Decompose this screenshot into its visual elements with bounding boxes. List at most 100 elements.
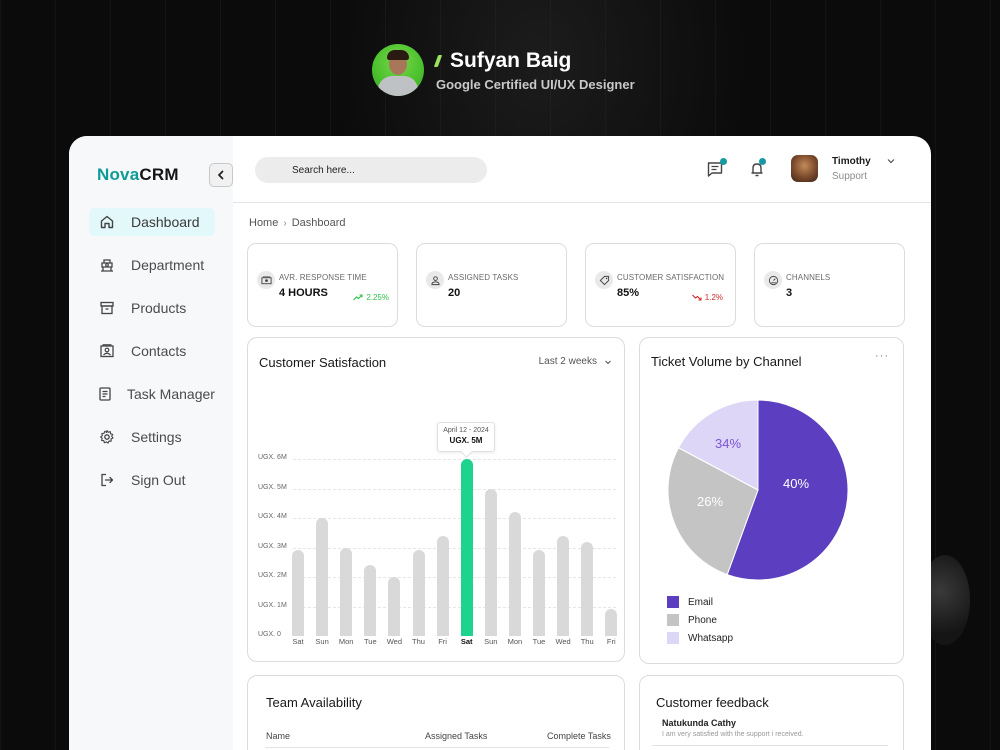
feedback-divider <box>652 745 888 746</box>
chart-bar[interactable] <box>484 488 497 636</box>
tooltip-value: UGX. 5M <box>449 436 483 445</box>
pie-slice-phone[interactable] <box>667 447 759 576</box>
legend-swatch <box>667 614 679 626</box>
app-logo: NovaCRM <box>97 165 179 185</box>
stat-value: 85% <box>617 287 640 299</box>
stat-card-response-time: AVR. RESPONSE TIME 4 HOURS 2.25% <box>247 243 398 327</box>
y-axis-tick: UGX. 2M <box>258 572 287 579</box>
chart-bar[interactable] <box>533 550 545 636</box>
contact-card-icon <box>99 343 115 359</box>
messages-button[interactable] <box>706 158 727 180</box>
archive-box-icon <box>99 300 115 316</box>
column-header-name: Name <box>266 731 291 741</box>
x-axis-tick: Fri <box>438 637 447 646</box>
chart-bar[interactable] <box>340 547 353 636</box>
user-avatar[interactable] <box>791 155 818 182</box>
breadcrumb-home[interactable]: Home <box>249 217 279 229</box>
pie-slice-whatsapp[interactable] <box>677 399 759 491</box>
building-icon <box>99 257 115 273</box>
chart-bar[interactable] <box>316 518 329 636</box>
y-axis-tick: UGX. 5M <box>258 483 287 491</box>
sidebar-item-label: Settings <box>131 429 182 445</box>
stat-label: CUSTOMER SATISFACTION <box>617 273 725 282</box>
chart-bar[interactable] <box>460 459 473 636</box>
y-axis-tick: UGX. 6M <box>258 454 287 461</box>
chart-bar[interactable] <box>581 541 594 636</box>
author-header: Sufyan Baig Google Certified UI/UX Desig… <box>372 44 635 96</box>
sign-out-icon <box>99 472 115 488</box>
date-range-value: Last 2 weeks <box>538 356 597 367</box>
logo-prefix: Nova <box>97 165 140 184</box>
legend-item-whatsapp: Whatsapp <box>667 629 733 647</box>
chart-bar[interactable] <box>364 565 377 636</box>
sidebar-item-contacts[interactable]: Contacts <box>89 337 215 365</box>
sidebar-item-sign-out[interactable]: Sign Out <box>89 466 215 494</box>
user-name: Timothy <box>832 156 871 167</box>
x-axis-tick: Tue <box>532 637 546 646</box>
chevron-down-icon <box>605 360 611 364</box>
chart-bar[interactable] <box>436 535 449 636</box>
gridline <box>293 547 616 549</box>
date-range-dropdown[interactable]: Last 2 weeks <box>539 356 612 367</box>
x-axis-tick: Wed <box>386 637 403 646</box>
message-icon <box>707 162 723 177</box>
sidebar: NovaCRM Dashboard Department <box>69 136 233 750</box>
chart-bar[interactable] <box>508 512 521 636</box>
clipboard-list-icon <box>97 386 113 402</box>
x-axis-tick: Fri <box>606 637 616 646</box>
y-axis-tick: UGX. 0 <box>258 631 281 638</box>
stat-label: AVR. RESPONSE TIME <box>279 273 367 282</box>
gear-icon <box>99 429 115 445</box>
legend-label: Whatsapp <box>688 632 734 644</box>
collapse-sidebar-button[interactable] <box>209 163 233 187</box>
y-axis-tick: UGX. 3M <box>258 542 287 550</box>
y-axis-tick: UGX. 1M <box>258 601 287 609</box>
chart-bar[interactable] <box>388 577 401 636</box>
team-availability-card: Team Availability Name Assigned Tasks Co… <box>247 675 625 750</box>
x-axis-tick: Tue <box>363 637 377 646</box>
legend-swatch <box>667 632 679 644</box>
ticket-volume-card: Ticket Volume by Channel ··· 40% 26% 34% E… <box>639 337 904 664</box>
gridline <box>293 606 616 608</box>
slash-accent-icon <box>433 54 443 67</box>
stat-card-assigned-tasks: ASSIGNED TASKS 20 <box>416 243 567 327</box>
table-divider <box>265 747 609 748</box>
breadcrumb-separator: › <box>283 217 287 229</box>
pie-slice-label: 34% <box>715 436 741 451</box>
author-name-text: Sufyan Baig <box>450 48 572 72</box>
tag-icon <box>595 271 613 289</box>
pie-slice-email[interactable] <box>726 399 849 581</box>
sidebar-item-dashboard[interactable]: Dashboard <box>89 208 215 236</box>
sidebar-item-products[interactable]: Products <box>89 294 215 322</box>
chart-bar[interactable] <box>292 550 304 636</box>
trend-up-icon <box>353 294 363 301</box>
sidebar-item-task-manager[interactable]: Task Manager <box>89 380 215 408</box>
notifications-button[interactable] <box>748 158 768 180</box>
legend-swatch <box>667 596 679 608</box>
search-input[interactable] <box>255 157 487 183</box>
x-axis-tick: Mon <box>338 637 354 646</box>
sidebar-item-settings[interactable]: Settings <box>89 423 215 451</box>
user-role: Support <box>832 171 868 182</box>
gridline <box>293 488 616 490</box>
chart-bar[interactable] <box>605 609 618 636</box>
bell-icon <box>751 163 763 177</box>
y-axis-tick: UGX. 4M <box>258 513 287 520</box>
x-axis-tick: Sat <box>460 637 473 646</box>
sidebar-item-department[interactable]: Department <box>89 251 215 279</box>
more-options-icon[interactable]: ··· <box>875 350 889 362</box>
author-avatar <box>372 44 424 96</box>
sidebar-item-label: Department <box>131 257 205 273</box>
chart-bar[interactable] <box>557 535 570 636</box>
legend-label: Email <box>688 596 714 608</box>
legend-item-email: Email <box>667 593 733 611</box>
breadcrumb: Home › Dashboard <box>249 217 346 229</box>
sidebar-item-label: Task Manager <box>127 386 215 402</box>
logo-suffix: CRM <box>139 165 179 184</box>
stat-value: 3 <box>786 287 793 299</box>
money-icon <box>257 271 275 289</box>
message-unread-dot <box>720 158 727 165</box>
chart-bar[interactable] <box>412 550 425 636</box>
chevron-down-icon[interactable] <box>886 156 896 166</box>
legend-item-phone: Phone <box>667 611 733 629</box>
